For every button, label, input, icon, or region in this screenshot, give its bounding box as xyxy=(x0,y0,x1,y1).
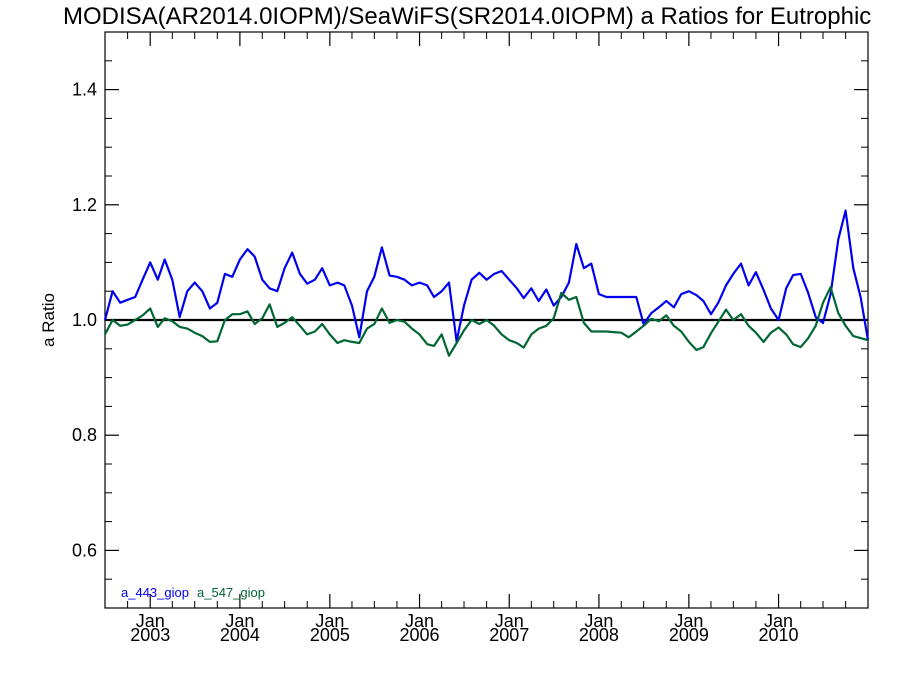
y-tick-label: 1.2 xyxy=(72,195,97,215)
y-tick-label: 1.4 xyxy=(72,80,97,100)
x-tick-year: 2006 xyxy=(400,625,440,645)
x-tick-month: Jan xyxy=(764,611,793,631)
series-lines xyxy=(103,209,870,357)
x-tick-year: 2009 xyxy=(669,625,709,645)
legend: a_443_giop a_547_giop xyxy=(121,585,265,600)
x-tick-month: Jan xyxy=(495,611,524,631)
x-tick-month: Jan xyxy=(225,611,254,631)
series-line-a-547-giop xyxy=(104,286,869,357)
x-tick-year: 2005 xyxy=(310,625,350,645)
y-tick-label: 0.6 xyxy=(72,540,97,560)
x-tick-month: Jan xyxy=(584,611,613,631)
x-tick-labels: Jan2003Jan2004Jan2005Jan2006Jan2007Jan20… xyxy=(130,611,798,645)
axis-ticks xyxy=(105,32,868,608)
x-tick-year: 2010 xyxy=(759,625,799,645)
legend-item-a-547-giop: a_547_giop xyxy=(197,585,265,600)
x-tick-month: Jan xyxy=(405,611,434,631)
x-tick-year: 2004 xyxy=(220,625,260,645)
x-tick-month: Jan xyxy=(315,611,344,631)
x-tick-year: 2008 xyxy=(579,625,619,645)
x-tick-month: Jan xyxy=(674,611,703,631)
x-tick-month: Jan xyxy=(136,611,165,631)
legend-item-a-443-giop: a_443_giop xyxy=(121,585,189,600)
y-tick-labels: 0.6 0.8 1.0 1.2 1.4 xyxy=(72,80,97,561)
series-line-a-443-giop xyxy=(103,209,870,343)
x-tick-year: 2003 xyxy=(130,625,170,645)
x-tick-year: 2007 xyxy=(489,625,529,645)
y-axis-title: a Ratio xyxy=(39,293,58,347)
y-tick-label: 0.8 xyxy=(72,425,97,445)
y-tick-label: 1.0 xyxy=(72,310,97,330)
chart-title: MODISA(AR2014.0IOPM)/SeaWiFS(SR2014.0IOP… xyxy=(63,3,872,30)
